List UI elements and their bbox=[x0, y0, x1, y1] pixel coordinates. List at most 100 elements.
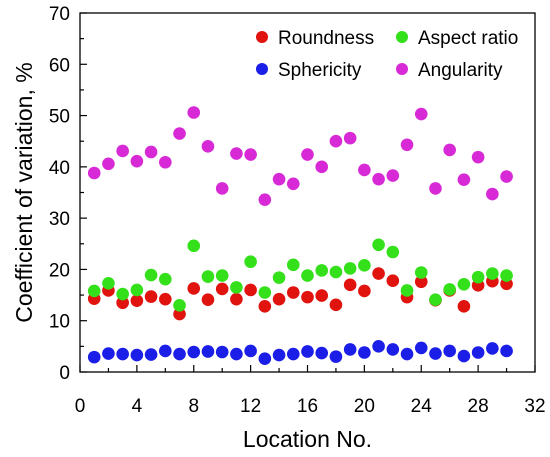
point-angularity bbox=[130, 154, 144, 168]
point-angularity bbox=[159, 155, 172, 169]
y-tick-label: 0 bbox=[59, 363, 70, 384]
point-sphericity bbox=[414, 341, 428, 355]
point-sphericity bbox=[201, 345, 215, 358]
point-roundness bbox=[116, 296, 129, 310]
point-angularity bbox=[286, 177, 300, 191]
y-tick-labels: 0 10 20 30 40 50 60 70 bbox=[49, 4, 70, 384]
point-sphericity bbox=[187, 345, 201, 359]
point-sphericity bbox=[230, 347, 243, 361]
y-tick-label: 70 bbox=[49, 4, 70, 25]
point-angularity bbox=[329, 134, 343, 148]
point-aspect-ratio bbox=[471, 270, 485, 284]
x-tick-label: 32 bbox=[524, 396, 545, 417]
point-aspect-ratio bbox=[173, 299, 186, 312]
point-sphericity bbox=[87, 350, 101, 364]
x-axis-title: Location No. bbox=[243, 426, 372, 452]
point-angularity bbox=[215, 182, 229, 195]
x-tick-label: 16 bbox=[297, 396, 318, 417]
legend: Roundness Aspect ratio Sphericity Angula… bbox=[256, 28, 518, 81]
point-aspect-ratio bbox=[400, 284, 414, 297]
point-aspect-ratio bbox=[486, 267, 499, 280]
point-aspect-ratio bbox=[315, 264, 329, 277]
point-roundness bbox=[414, 275, 428, 289]
point-sphericity bbox=[343, 343, 357, 356]
point-sphericity bbox=[173, 347, 186, 361]
legend-label-aspect-ratio: Aspect ratio bbox=[418, 28, 518, 49]
point-angularity bbox=[386, 169, 400, 182]
point-roundness bbox=[173, 307, 186, 321]
legend-marker-sphericity bbox=[256, 63, 268, 75]
point-roundness bbox=[159, 292, 172, 306]
point-aspect-ratio bbox=[343, 262, 357, 275]
point-sphericity bbox=[443, 344, 456, 358]
point-roundness bbox=[386, 274, 400, 288]
point-sphericity bbox=[315, 346, 329, 360]
point-angularity bbox=[429, 182, 442, 195]
point-angularity bbox=[201, 140, 215, 153]
point-angularity bbox=[358, 163, 371, 177]
legend-label-roundness: Roundness bbox=[278, 28, 374, 49]
point-aspect-ratio bbox=[386, 245, 400, 259]
y-tick-label: 10 bbox=[49, 312, 70, 333]
point-aspect-ratio bbox=[215, 269, 229, 282]
point-aspect-ratio bbox=[258, 286, 272, 299]
point-sphericity bbox=[144, 348, 158, 361]
y-tick-label: 60 bbox=[49, 55, 70, 76]
point-aspect-ratio bbox=[443, 283, 456, 296]
point-angularity bbox=[173, 127, 186, 140]
y-tick-label: 30 bbox=[49, 209, 70, 230]
y-tick-label: 20 bbox=[49, 260, 70, 281]
point-roundness bbox=[244, 283, 257, 297]
x-tick-label: 28 bbox=[468, 396, 489, 417]
point-aspect-ratio bbox=[372, 238, 385, 252]
point-angularity bbox=[244, 148, 257, 161]
point-aspect-ratio bbox=[144, 268, 158, 282]
point-angularity bbox=[301, 148, 314, 161]
point-sphericity bbox=[116, 347, 129, 361]
x-tick-label: 4 bbox=[132, 396, 143, 417]
point-angularity bbox=[414, 107, 428, 121]
x-tick-label: 20 bbox=[354, 396, 375, 417]
point-angularity bbox=[187, 106, 201, 119]
legend-marker-aspect-ratio bbox=[396, 31, 408, 43]
x-tick-labels: 0 4 8 12 16 20 24 28 32 bbox=[75, 396, 546, 417]
point-sphericity bbox=[372, 340, 385, 353]
point-aspect-ratio bbox=[201, 270, 215, 283]
point-angularity bbox=[372, 172, 385, 186]
point-aspect-ratio bbox=[102, 276, 115, 290]
point-roundness bbox=[187, 282, 201, 295]
point-sphericity bbox=[386, 343, 400, 356]
x-tick-label: 24 bbox=[411, 396, 433, 417]
point-roundness bbox=[201, 293, 215, 306]
point-aspect-ratio bbox=[301, 269, 314, 282]
point-roundness bbox=[301, 290, 314, 304]
point-roundness bbox=[315, 289, 329, 302]
x-tick-label: 0 bbox=[75, 396, 86, 417]
point-sphericity bbox=[102, 347, 115, 360]
point-sphericity bbox=[130, 348, 144, 362]
series-aspect-ratio bbox=[87, 238, 513, 312]
point-angularity bbox=[144, 145, 158, 159]
point-roundness bbox=[144, 290, 158, 303]
point-aspect-ratio bbox=[414, 266, 428, 279]
point-sphericity bbox=[429, 347, 442, 360]
point-roundness bbox=[329, 298, 343, 312]
y-tick-label: 50 bbox=[49, 107, 70, 128]
point-angularity bbox=[315, 160, 329, 174]
x-tick-label: 12 bbox=[240, 396, 261, 417]
point-roundness bbox=[130, 294, 144, 308]
point-aspect-ratio bbox=[130, 283, 144, 297]
data-points bbox=[87, 106, 513, 365]
point-angularity bbox=[471, 150, 485, 164]
series-angularity bbox=[87, 106, 513, 206]
point-aspect-ratio bbox=[272, 271, 286, 284]
point-aspect-ratio bbox=[500, 269, 513, 282]
y-axis-title: Coefficient of variation, % bbox=[11, 62, 37, 322]
point-sphericity bbox=[457, 349, 471, 363]
point-angularity bbox=[343, 131, 357, 145]
point-angularity bbox=[258, 193, 272, 206]
point-sphericity bbox=[301, 345, 314, 358]
point-aspect-ratio bbox=[244, 255, 257, 269]
point-aspect-ratio bbox=[358, 259, 371, 272]
